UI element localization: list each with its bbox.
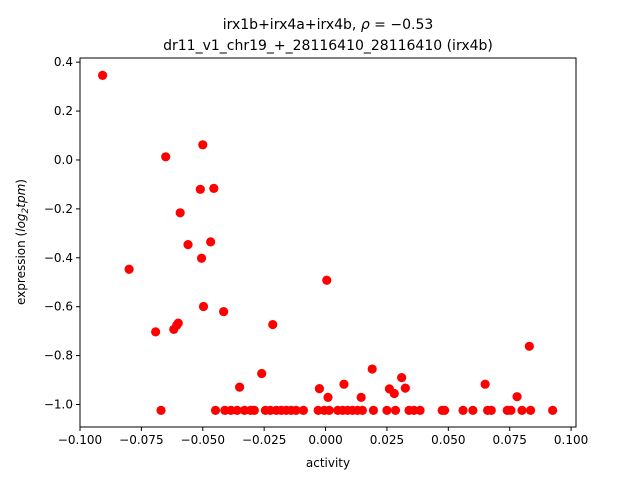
x-tick-label: 0.025 — [370, 433, 404, 447]
title-prefix: irx1b+irx4a+irx4b, — [223, 17, 361, 33]
y-label-tpm: tpm — [14, 184, 28, 208]
x-axis-label: activity — [306, 456, 350, 470]
y-label-log: log — [14, 213, 28, 232]
data-point — [196, 253, 207, 263]
data-point — [458, 405, 468, 415]
x-tick-label: 0.075 — [493, 433, 527, 447]
x-tick-label: 0.000 — [308, 433, 342, 447]
data-point — [382, 405, 392, 415]
data-point — [506, 405, 516, 415]
data-point — [97, 70, 108, 80]
x-axis-ticks: −0.100 −0.075 −0.050 −0.025 0.000 0.025 0.050 0… — [58, 427, 588, 447]
data-point — [249, 405, 259, 415]
data-point — [156, 405, 166, 415]
data-point — [183, 239, 193, 250]
y-axis-ticks: −1.0 −0.8 −0.6 −0.4 −0.2 0.0 0.2 0.4 — [44, 55, 80, 412]
x-tick-label: −0.050 — [181, 433, 225, 447]
data-point — [389, 388, 399, 399]
data-point — [548, 405, 558, 415]
data-point — [368, 405, 379, 415]
data-point — [151, 327, 161, 337]
data-point — [291, 405, 301, 415]
x-tick-label: 0.050 — [431, 433, 465, 447]
title-rho-symbol: ρ — [361, 17, 370, 33]
data-point — [206, 237, 216, 247]
x-tick-label: −0.100 — [58, 433, 102, 447]
data-point — [357, 405, 367, 415]
data-point — [175, 208, 185, 218]
data-point — [298, 405, 309, 415]
x-tick-label: −0.025 — [242, 433, 286, 447]
y-tick-label: 0.0 — [54, 153, 73, 167]
data-point — [268, 319, 278, 330]
y-tick-label: 0.2 — [54, 104, 73, 118]
x-tick-label: −0.075 — [119, 433, 163, 447]
plot-area-frame — [79, 57, 577, 428]
data-point — [173, 318, 183, 328]
chart-title-line1: irx1b+irx4a+irx4b, ρ = −0.53 — [223, 17, 434, 33]
data-point — [486, 405, 496, 415]
y-tick-label: −1.0 — [44, 398, 73, 412]
y-label-subscript: 2 — [21, 207, 31, 213]
data-point — [390, 405, 401, 415]
data-point — [440, 405, 450, 415]
data-point — [314, 384, 325, 394]
data-point — [322, 275, 332, 285]
chart-title-line2: dr11_v1_chr19_+_28116410_28116410 (irx4b… — [163, 38, 493, 54]
data-point — [367, 364, 377, 374]
data-point — [468, 405, 478, 415]
y-tick-label: 0.4 — [54, 55, 73, 69]
y-tick-label: −0.4 — [44, 251, 73, 265]
data-point — [324, 405, 334, 415]
data-point — [232, 405, 242, 415]
data-point — [195, 184, 205, 194]
data-point — [415, 405, 425, 415]
y-label-prefix: expression ( — [14, 232, 28, 305]
data-point — [124, 264, 134, 274]
y-axis-label: expression (log2tpm) — [14, 179, 31, 305]
y-tick-label: −0.2 — [44, 202, 73, 216]
data-point — [235, 382, 245, 392]
data-point — [219, 306, 229, 317]
x-tick-label: 0.100 — [554, 433, 588, 447]
data-point — [198, 301, 209, 312]
data-point — [517, 405, 527, 415]
data-point — [525, 405, 536, 415]
data-point — [356, 392, 366, 403]
data-point — [480, 379, 490, 389]
data-point — [161, 152, 171, 162]
y-tick-label: −0.6 — [44, 300, 73, 314]
data-point — [257, 368, 267, 379]
title-rho-value: = −0.53 — [370, 17, 434, 33]
y-label-suffix: ) — [14, 179, 28, 184]
data-point — [397, 373, 407, 383]
data-point — [323, 392, 333, 403]
data-point — [524, 341, 534, 351]
data-point — [400, 383, 410, 393]
data-point — [198, 140, 208, 150]
data-point — [210, 405, 221, 415]
data-points — [97, 70, 558, 415]
data-point — [339, 379, 349, 389]
y-tick-label: −0.8 — [44, 349, 73, 363]
data-point — [512, 392, 522, 402]
data-point — [209, 183, 219, 193]
